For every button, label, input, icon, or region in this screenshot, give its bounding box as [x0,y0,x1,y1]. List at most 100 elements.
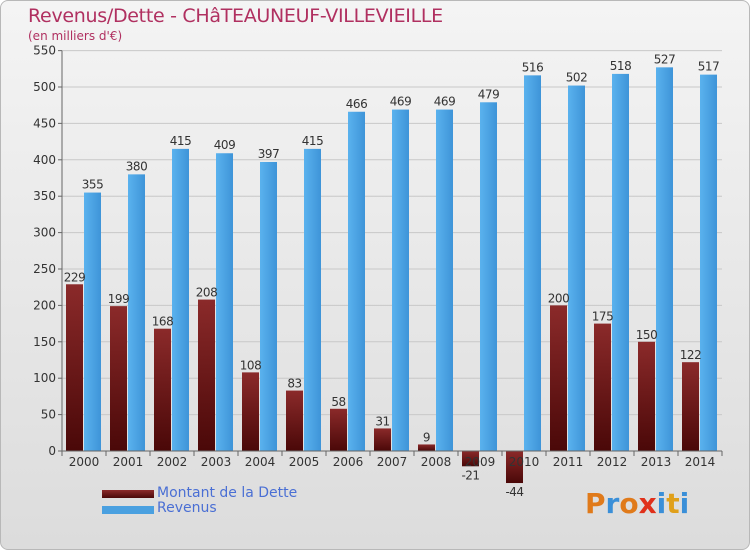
bar-debt [462,451,479,467]
logo-letter: o [619,487,639,520]
data-label-revenue: 469 [434,95,455,109]
x-tick-label: 2010 [509,455,540,469]
data-label-debt: 108 [240,358,261,372]
bar-revenue [480,102,497,452]
x-tick-label: 2013 [641,455,672,469]
bar-debt [594,323,611,451]
y-tick-label: 250 [33,262,56,276]
data-label-debt: 200 [548,291,569,305]
bar-debt [154,328,171,451]
y-tick-label: 300 [33,226,56,240]
x-tick-label: 2001 [113,455,144,469]
data-label-debt: -21 [461,468,479,482]
data-label-revenue: 415 [170,134,191,148]
bar-debt [330,408,347,451]
data-label-debt: -44 [505,485,523,499]
logo-letter: t [666,487,680,520]
data-label-revenue: 517 [698,60,719,74]
data-label-debt: 58 [331,395,345,409]
legend-swatch-revenue [102,506,154,514]
bar-debt [638,341,655,451]
data-label-revenue: 479 [478,87,499,101]
bar-debt [198,299,215,451]
bar-revenue [612,73,629,452]
data-label-debt: 122 [680,348,701,362]
bar-revenue [260,161,277,451]
y-tick-label: 500 [33,80,56,94]
bar-revenue [700,74,717,452]
x-tick-label: 2012 [597,455,628,469]
legend-label-debt: Montant de la Dette [157,485,298,501]
y-axis: 0 50 100 150 200 250 300 350 400 450 500 550 [33,44,63,458]
data-label-revenue: 415 [302,134,323,148]
legend-label-revenue: Revenus [157,500,217,516]
bar-debt [66,284,83,451]
data-label-revenue: 469 [390,95,411,109]
y-tick-label: 150 [33,335,56,349]
proxiti-logo: Proxiti [585,487,689,520]
data-label-revenue: 397 [258,147,279,161]
x-tick-label: 2009 [465,455,496,469]
y-tick-label: 550 [33,44,56,58]
x-tick-label: 2002 [157,455,188,469]
data-label-debt: 208 [196,286,217,300]
x-tick-label: 2003 [201,455,232,469]
y-tick-label: 0 [48,444,56,458]
bar-revenue [524,75,541,452]
bar-debt [418,444,435,451]
x-tick-label: 2007 [377,455,408,469]
x-axis: 2000 2001 2002 2003 2004 2005 2006 2007 2008 2009… [61,450,723,469]
data-label-debt: 168 [152,315,173,329]
x-tick-label: 2000 [69,455,100,469]
bar-revenue [656,67,673,452]
x-tick-label: 2011 [553,455,584,469]
bar-debt [242,372,259,451]
y-tick-label: 400 [33,153,56,167]
data-label-revenue: 380 [126,159,147,173]
chart-subtitle: (en milliers d'€) [28,29,123,43]
logo-letter: i [679,487,690,520]
data-label-debt: 31 [375,414,389,428]
x-tick-label: 2008 [421,455,452,469]
data-label-revenue: 355 [82,178,103,192]
data-label-debt: 83 [287,377,301,391]
logo-letter: P [585,487,606,520]
data-label-debt: 175 [592,310,613,324]
data-label-revenue: 409 [214,138,235,152]
legend-swatch-debt [102,490,154,498]
logo-letter: i [656,487,667,520]
y-tick-label: 450 [33,116,56,130]
bar-debt [682,362,699,451]
data-label-revenue: 518 [610,59,631,73]
y-tick-label: 350 [33,189,56,203]
bar-debt [286,390,303,451]
bar-revenue [128,174,145,452]
bar-revenue [304,148,321,451]
data-label-revenue: 527 [654,52,675,66]
x-tick-label: 2005 [289,455,320,469]
bar-revenue [392,109,409,452]
bar-debt [506,451,523,484]
logo-letter: r [605,487,620,520]
data-label-revenue: 466 [346,97,367,111]
bar-revenue [568,85,585,451]
data-label-revenue: 502 [566,71,587,85]
logo-letter: x [638,487,657,520]
bar-revenue [216,153,233,452]
bars: 229 355 199 380 168 415 208 409 108 397 83 415 58 466… [64,52,720,499]
bar-debt [550,305,567,451]
data-label-debt: 150 [636,328,657,342]
x-tick-label: 2006 [333,455,364,469]
x-tick-label: 2004 [245,455,276,469]
bar-revenue [172,148,189,451]
bar-revenue [436,109,453,452]
y-tick-label: 100 [33,371,56,385]
bar-revenue [348,111,365,451]
y-tick-label: 200 [33,298,56,312]
data-label-revenue: 516 [522,60,543,74]
bar-debt [110,306,127,451]
y-tick-label: 50 [41,408,56,422]
bar-revenue [84,192,101,451]
data-label-debt: 199 [108,292,129,306]
